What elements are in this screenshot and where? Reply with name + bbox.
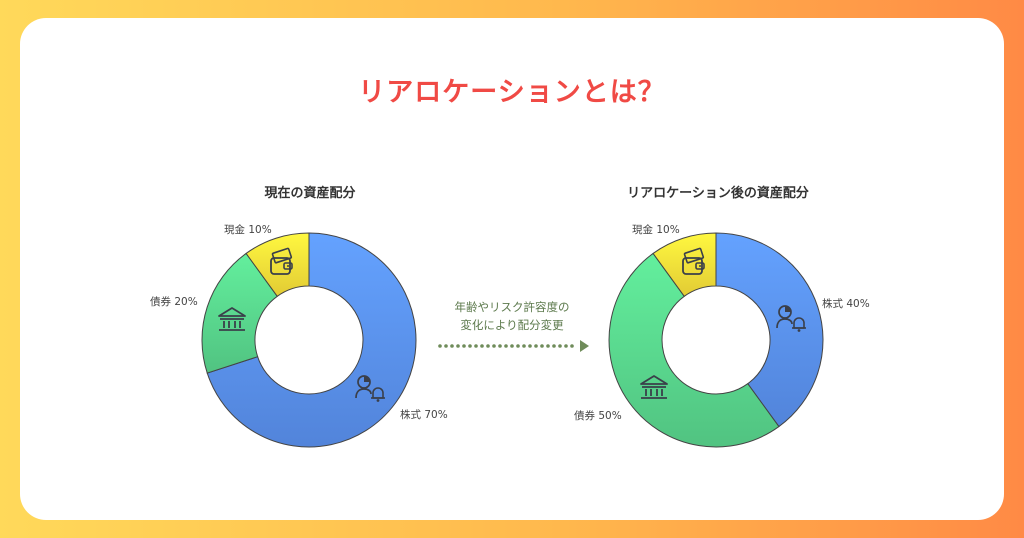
slice-1-株式 <box>715 232 824 428</box>
bank-icon <box>218 307 246 331</box>
label-after-bonds: 債券 50% <box>574 410 622 422</box>
arrow-head <box>580 340 589 352</box>
label-after-stocks: 株式 40% <box>822 298 870 310</box>
note-line-1: 年齢やリスク許容度の <box>454 300 570 314</box>
stock-chart-person-icon <box>355 375 385 402</box>
content-card <box>20 18 1004 520</box>
chart-title-after: リアロケーション後の資産配分 <box>627 186 809 201</box>
chart-title-current: 現在の資産配分 <box>264 186 356 201</box>
donut-current <box>201 232 417 448</box>
slice-0-株式 <box>206 232 417 448</box>
transition-arrow <box>438 340 589 352</box>
note-line-2: 変化により配分変更 <box>460 318 564 332</box>
page-title: リアロケーションとは？ <box>358 77 666 108</box>
slice-0-現金 <box>245 232 310 298</box>
cash-wallet-icon <box>682 247 705 275</box>
label-current-cash: 現金 10% <box>224 224 272 236</box>
label-after-cash: 現金 10% <box>632 224 680 236</box>
reallocation-note: 年齢やリスク許容度の 変化により配分変更 <box>432 298 592 334</box>
donut-after <box>608 232 824 448</box>
label-current-stocks: 株式 70% <box>400 409 448 421</box>
bank-icon <box>640 375 668 399</box>
stock-chart-person-icon <box>776 305 806 332</box>
label-current-bonds: 債券 20% <box>150 296 198 308</box>
cash-wallet-icon <box>270 247 293 275</box>
